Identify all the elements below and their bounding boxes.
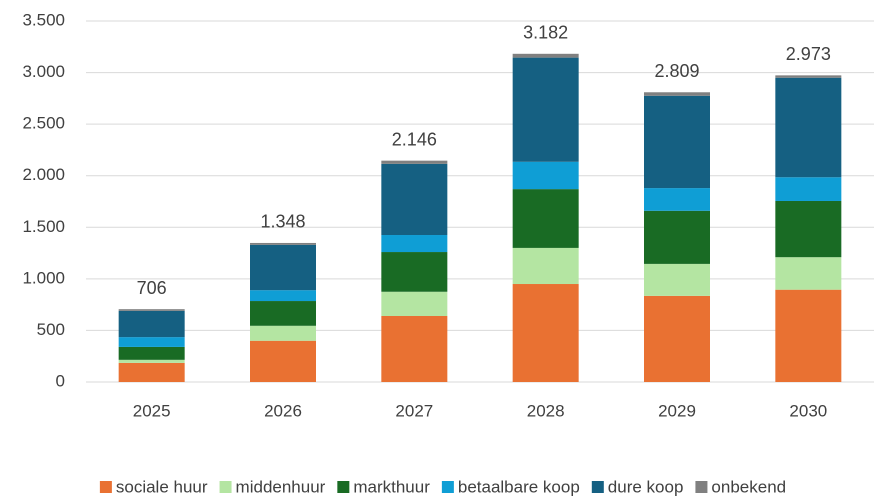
y-tick-label: 2.000 xyxy=(22,165,65,184)
bar-segment xyxy=(644,95,710,189)
bar-segment xyxy=(118,337,185,347)
bar-segment xyxy=(381,291,448,316)
bar-segment xyxy=(250,290,316,302)
legend-swatch xyxy=(441,481,454,493)
x-tick-label: 2025 xyxy=(133,401,171,420)
legend-swatch xyxy=(591,481,604,493)
bar-segment xyxy=(644,92,710,96)
bar-segment xyxy=(250,244,316,291)
bar-segment xyxy=(644,263,710,296)
bar-segment xyxy=(512,189,579,248)
x-tick-label: 2030 xyxy=(789,401,827,420)
legend-label: dure koop xyxy=(608,477,684,496)
bar-segment xyxy=(775,75,842,78)
bar-segment xyxy=(250,301,316,326)
legend-label: sociale huur xyxy=(116,477,208,496)
x-tick-label: 2028 xyxy=(527,401,565,420)
y-tick-label: 1.000 xyxy=(22,268,65,287)
bar-segment xyxy=(118,310,185,338)
x-tick-label: 2026 xyxy=(264,401,302,420)
total-label: 2.973 xyxy=(786,44,831,64)
bar-segment xyxy=(118,362,185,382)
bar-segment xyxy=(381,163,448,236)
bar-segment xyxy=(512,57,579,162)
bar-segment xyxy=(512,247,579,285)
bar-segment xyxy=(775,177,842,201)
bar-segment xyxy=(381,252,448,292)
legend-swatch xyxy=(695,481,708,493)
bar-segment xyxy=(512,284,579,382)
bar-segment xyxy=(250,325,316,341)
bar-segment xyxy=(381,315,448,382)
bar-segment xyxy=(118,309,185,311)
x-tick-label: 2029 xyxy=(658,401,696,420)
y-tick-label: 2.500 xyxy=(22,114,65,133)
y-tick-label: 0 xyxy=(56,371,65,390)
bar-segment xyxy=(775,77,842,178)
bar-segment xyxy=(644,295,710,382)
y-tick-label: 3.000 xyxy=(22,62,65,81)
bar-segment xyxy=(250,242,316,245)
bar-segment xyxy=(775,257,842,290)
bar-segment xyxy=(775,289,842,382)
total-label: 2.146 xyxy=(392,129,437,149)
bar-segment xyxy=(381,235,448,253)
legend-swatch xyxy=(337,481,350,493)
total-label: 1.348 xyxy=(260,212,305,232)
legend-label: middenhuur xyxy=(236,477,326,496)
bar-segment xyxy=(250,340,316,382)
bar-segment xyxy=(644,188,710,211)
bar-segment xyxy=(512,161,579,190)
bar-segment xyxy=(775,200,842,258)
bar-segment xyxy=(118,346,185,360)
bar-segment xyxy=(381,160,448,164)
total-label: 2.809 xyxy=(654,61,699,81)
legend-label: betaalbare koop xyxy=(458,477,580,496)
bar-segment xyxy=(512,53,579,58)
y-tick-label: 3.500 xyxy=(22,10,65,29)
total-label: 3.182 xyxy=(523,23,568,43)
x-tick-label: 2027 xyxy=(395,401,433,420)
legend-swatch xyxy=(219,481,232,493)
bar-segment xyxy=(644,210,710,264)
y-tick-label: 500 xyxy=(37,320,65,339)
y-tick-label: 1.500 xyxy=(22,217,65,236)
legend-swatch xyxy=(99,481,112,493)
legend-label: markthuur xyxy=(353,477,430,496)
legend-label: onbekend xyxy=(711,477,786,496)
total-label: 706 xyxy=(137,278,167,298)
bar-segment xyxy=(118,359,185,363)
